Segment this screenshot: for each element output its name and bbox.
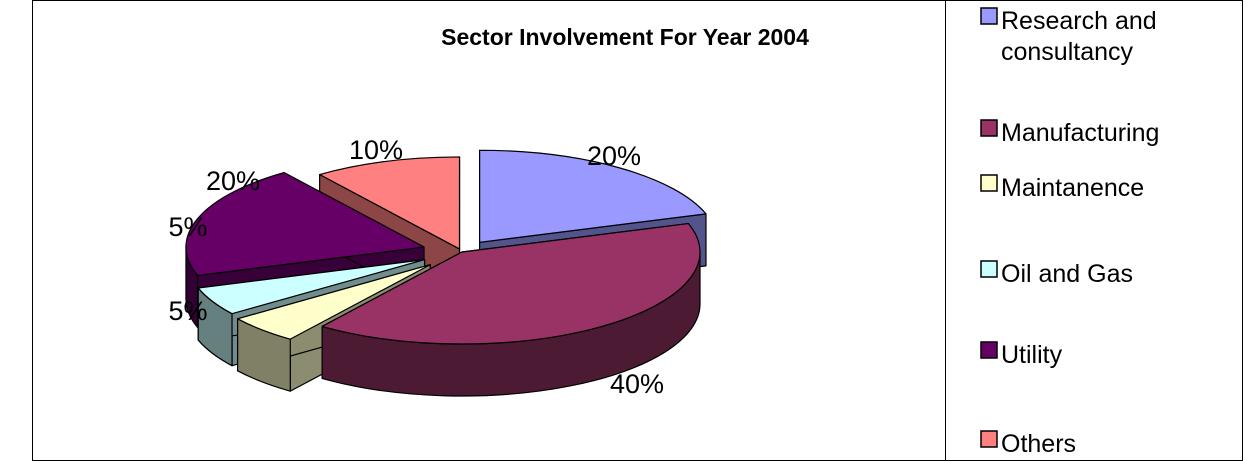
pie-slice-top-maintanence bbox=[237, 264, 431, 340]
legend-item-utility: Utility bbox=[980, 341, 1063, 369]
legend-item-research: Research and consultancy bbox=[980, 7, 1157, 66]
pie-slice-top-utility bbox=[185, 172, 425, 277]
legend-swatch-research bbox=[980, 7, 998, 25]
legend-item-manufacturing: Manufacturing bbox=[980, 119, 1159, 147]
legend-swatch-oil-and-gas bbox=[980, 260, 998, 278]
legend-swatch-maintanence bbox=[980, 174, 998, 192]
legend-label-utility: Utility bbox=[1001, 341, 1063, 369]
legend-swatch-utility bbox=[980, 341, 998, 359]
legend-item-others: Others bbox=[980, 430, 1076, 458]
pie-slice-top-others bbox=[319, 156, 461, 250]
legend-swatch-others bbox=[980, 430, 998, 448]
legend-label-research-line-2: consultancy bbox=[1001, 38, 1134, 66]
legend-label-oil-and-gas: Oil and Gas bbox=[1001, 260, 1133, 288]
data-label-utility: 20% bbox=[206, 166, 260, 196]
pie-slice-top-oil-and-gas bbox=[197, 259, 426, 315]
data-label-research: 20% bbox=[587, 141, 641, 171]
data-labels: 20% 40% 5% 5% 20% 10% bbox=[168, 135, 664, 399]
legend-item-maintanence: Maintanence bbox=[980, 174, 1144, 202]
legend: Research and consultancy Manufacturing Main… bbox=[980, 7, 1159, 458]
pie-slice-top-manufacturing bbox=[321, 222, 701, 345]
pie-slice-top-research bbox=[479, 149, 707, 243]
data-label-oil-and-gas: 5% bbox=[168, 212, 207, 242]
legend-swatch-manufacturing bbox=[980, 119, 998, 137]
data-label-others: 10% bbox=[349, 135, 403, 165]
legend-item-oil-and-gas: Oil and Gas bbox=[980, 260, 1133, 288]
pie-slice-manufacturing bbox=[321, 222, 701, 397]
data-label-manufacturing: 40% bbox=[610, 369, 664, 399]
legend-label-maintanence: Maintanence bbox=[1001, 174, 1144, 202]
legend-label-research: Research and bbox=[1001, 7, 1157, 35]
chart-title: Sector Involvement For Year 2004 bbox=[441, 24, 809, 50]
legend-label-manufacturing: Manufacturing bbox=[1001, 119, 1159, 147]
legend-label-others: Others bbox=[1001, 430, 1076, 458]
data-label-maintanence: 5% bbox=[168, 296, 207, 326]
pie-slices bbox=[185, 149, 707, 397]
